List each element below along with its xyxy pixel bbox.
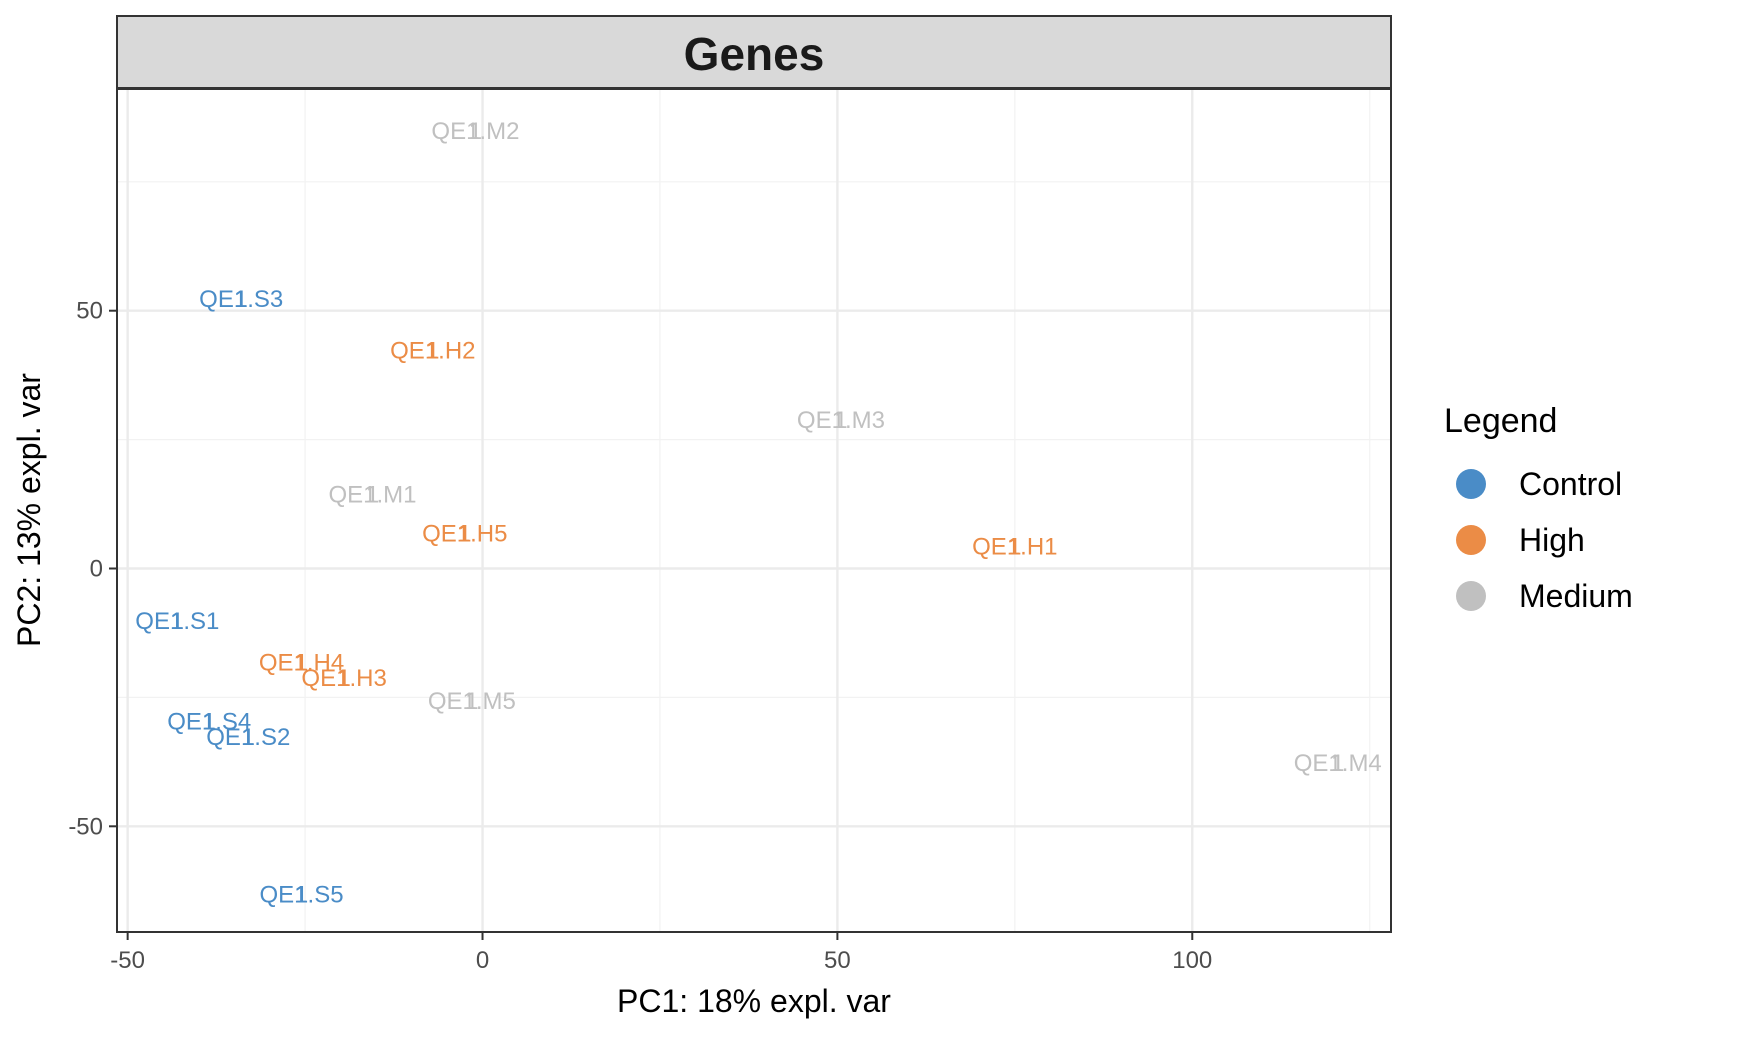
data-point: QE1.H41 xyxy=(259,649,344,676)
point-label: QE1.M2 xyxy=(431,118,519,145)
x-axis: -50 0 50 100 xyxy=(110,932,1212,974)
legend-label: High xyxy=(1519,522,1585,558)
legend-title: Legend xyxy=(1444,402,1557,440)
point-shape: 1 xyxy=(203,709,216,736)
y-tick-label: 50 xyxy=(76,298,103,325)
legend-label: Control xyxy=(1519,466,1622,502)
x-tick-label: 50 xyxy=(824,947,851,974)
point-label: QE1.H5 xyxy=(422,520,507,547)
point-label: QE1.S4 xyxy=(167,709,251,736)
point-shape: 1 xyxy=(242,724,255,751)
point-shape: 1 xyxy=(458,520,471,547)
y-axis: -50 0 50 xyxy=(68,298,117,840)
data-point: QE1.M11 xyxy=(328,482,416,509)
point-label: QE1.H4 xyxy=(259,649,344,676)
point-label: QE1.M3 xyxy=(797,407,885,434)
data-point: QE1.M51 xyxy=(428,688,516,715)
x-axis-title: PC1: 18% expl. var xyxy=(617,983,891,1019)
legend-item: Medium xyxy=(1456,578,1633,614)
data-point: QE1.M41 xyxy=(1294,750,1382,777)
data-points: QE1.S11QE1.S21QE1.S31QE1.S41QE1.S51QE1.H… xyxy=(135,118,1381,908)
data-point: QE1.M21 xyxy=(431,118,519,145)
legend-swatch xyxy=(1456,525,1486,555)
point-shape: 1 xyxy=(834,407,847,434)
data-point: QE1.H51 xyxy=(422,520,507,547)
point-label: QE1.H2 xyxy=(390,337,475,364)
x-tick-label: -50 xyxy=(110,947,145,974)
point-label: QE1.S1 xyxy=(135,608,219,635)
plot-panel-border xyxy=(116,88,1392,933)
point-label: QE1.S3 xyxy=(199,286,283,313)
point-shape: 1 xyxy=(171,608,184,635)
point-label: QE1.S5 xyxy=(260,881,344,908)
data-point: QE1.M31 xyxy=(797,407,885,434)
data-point: QE1.H21 xyxy=(390,337,475,364)
data-point: QE1.S11 xyxy=(135,608,219,635)
point-label: QE1.S2 xyxy=(206,724,290,751)
legend-label: Medium xyxy=(1519,578,1633,614)
data-point: QE1.H11 xyxy=(972,533,1057,560)
plot-panel xyxy=(117,89,1391,932)
point-label: QE1.M4 xyxy=(1294,750,1382,777)
y-tick-label: 0 xyxy=(90,556,103,583)
data-point: QE1.S31 xyxy=(199,286,283,313)
point-label: QE1.M5 xyxy=(428,688,516,715)
y-axis-title: PC2: 13% expl. var xyxy=(11,373,47,647)
point-label: QE1.H3 xyxy=(301,665,386,692)
point-shape: 1 xyxy=(337,665,350,692)
panel-title-strip xyxy=(116,15,1392,89)
point-shape: 1 xyxy=(366,482,379,509)
y-tick-label: -50 xyxy=(68,813,103,840)
point-shape: 1 xyxy=(1331,750,1344,777)
grid-minor xyxy=(117,89,1391,932)
grid-major xyxy=(117,89,1391,932)
legend-swatch xyxy=(1456,469,1486,499)
point-label: QE1.H1 xyxy=(972,533,1057,560)
point-shape: 1 xyxy=(426,337,439,364)
point-shape: 1 xyxy=(469,118,482,145)
point-shape: 1 xyxy=(465,688,478,715)
point-shape: 1 xyxy=(295,649,308,676)
data-point: QE1.H31 xyxy=(301,665,386,692)
x-tick-label: 0 xyxy=(476,947,489,974)
chart-title: Genes xyxy=(684,28,825,80)
data-point: QE1.S21 xyxy=(206,724,290,751)
legend-item: Control xyxy=(1456,466,1622,502)
x-tick-label: 100 xyxy=(1172,947,1212,974)
legend-item: High xyxy=(1456,522,1585,558)
point-shape: 1 xyxy=(235,286,248,313)
data-point: QE1.S41 xyxy=(167,709,251,736)
point-shape: 1 xyxy=(1008,533,1021,560)
legend-swatch xyxy=(1456,581,1486,611)
point-shape: 1 xyxy=(295,881,308,908)
data-point: QE1.S51 xyxy=(260,881,344,908)
legend: Legend Control High Medium xyxy=(1444,402,1633,614)
point-label: QE1.M1 xyxy=(328,482,416,509)
